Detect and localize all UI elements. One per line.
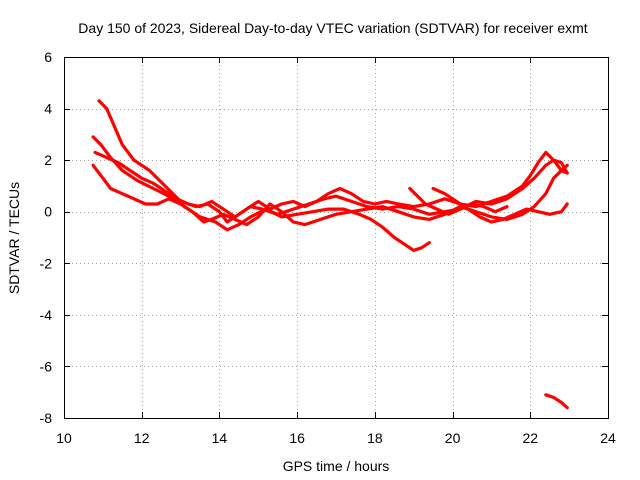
series-track-1	[97, 99, 569, 224]
y-tick-label: 0	[44, 204, 52, 220]
data-series	[91, 99, 569, 410]
y-tick-label: -8	[40, 410, 53, 426]
chart-title: Day 150 of 2023, Sidereal Day-to-day VTE…	[78, 20, 587, 36]
y-tick-label: 6	[44, 49, 52, 65]
x-tick-label: 12	[134, 430, 150, 446]
x-tick-label: 18	[367, 430, 383, 446]
x-tick-label: 14	[212, 430, 228, 446]
x-tick-label: 10	[56, 430, 72, 446]
x-tick-label: 22	[522, 430, 538, 446]
series-track-7	[544, 393, 569, 410]
y-tick-label: 4	[44, 101, 52, 117]
x-tick-label: 16	[289, 430, 305, 446]
grid	[64, 57, 608, 418]
y-tick-label: -4	[40, 307, 53, 323]
x-axis-label: GPS time / hours	[283, 458, 390, 474]
x-tick-label: 20	[445, 430, 461, 446]
series-track-6	[408, 186, 509, 216]
y-tick-label: -6	[40, 358, 53, 374]
series-track-5	[431, 186, 569, 224]
plot-frame	[64, 57, 609, 419]
y-tick-label: 2	[44, 152, 52, 168]
y-axis-label: SDTVAR / TECUs	[6, 182, 22, 294]
y-tick-label: -2	[40, 255, 53, 271]
x-tick-label: 24	[600, 430, 616, 446]
series-track-2	[91, 135, 431, 252]
series-track-4	[93, 150, 569, 219]
